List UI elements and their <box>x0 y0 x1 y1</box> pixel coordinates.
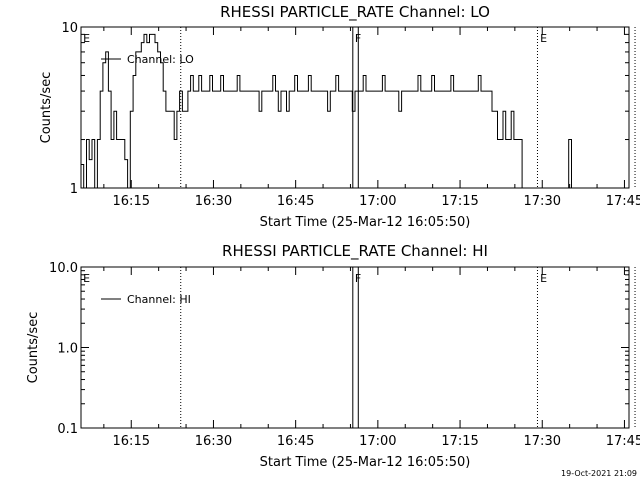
event-marker-label: E <box>83 272 90 285</box>
x-tick-label: 17:15 <box>441 434 478 449</box>
chart-title: RHESSI PARTICLE_RATE Channel: LO <box>220 3 490 22</box>
x-tick-label: 16:45 <box>277 434 314 449</box>
x-tick-label: 16:15 <box>113 434 150 449</box>
event-marker-label: F <box>355 272 361 285</box>
x-tick-label: 16:30 <box>195 434 232 449</box>
legend-entry: Channel: HI <box>127 293 191 306</box>
x-axis-label: Start Time (25-Mar-12 16:05:50) <box>260 215 471 230</box>
x-tick-label: 17:30 <box>524 434 561 449</box>
x-tick-label: 17:45 <box>606 434 640 449</box>
y-tick-label: 1 <box>70 182 78 197</box>
event-marker-label: E <box>83 32 90 45</box>
legend-entry: Channel: LO <box>127 53 194 66</box>
x-tick-label: 17:00 <box>359 434 396 449</box>
chart-panel-lo: RHESSI PARTICLE_RATE Channel: LO Start Ti… <box>39 3 640 230</box>
x-tick-label: 16:45 <box>277 194 314 209</box>
plot-frame <box>80 266 630 429</box>
x-tick-label: 17:30 <box>524 194 561 209</box>
y-tick-label: 1.0 <box>57 342 78 357</box>
plot-frame <box>80 26 630 189</box>
event-marker-label: F <box>355 32 361 45</box>
x-tick-label: 16:30 <box>195 194 232 209</box>
x-tick-label: 17:15 <box>441 194 478 209</box>
x-tick-label: 17:00 <box>359 194 396 209</box>
chart-title: RHESSI PARTICLE_RATE Channel: HI <box>222 242 488 261</box>
y-tick-label: 0.1 <box>57 422 78 437</box>
y-tick-label: 10.0 <box>49 261 78 276</box>
y-axis-label: Counts/sec <box>39 72 54 144</box>
chart-panel-hi: RHESSI PARTICLE_RATE Channel: HI Start Ti… <box>26 242 640 470</box>
x-axis-label: Start Time (25-Mar-12 16:05:50) <box>260 455 471 470</box>
y-axis-label: Counts/sec <box>26 312 41 384</box>
x-tick-label: 16:15 <box>113 194 150 209</box>
x-tick-label: 17:45 <box>606 194 640 209</box>
event-marker-label: E <box>540 32 547 45</box>
generation-timestamp: 19-Oct-2021 21:09 <box>561 469 637 478</box>
event-marker-label: E <box>540 272 547 285</box>
y-tick-label: 10 <box>61 21 78 36</box>
series-line-channel-lo <box>81 33 572 189</box>
